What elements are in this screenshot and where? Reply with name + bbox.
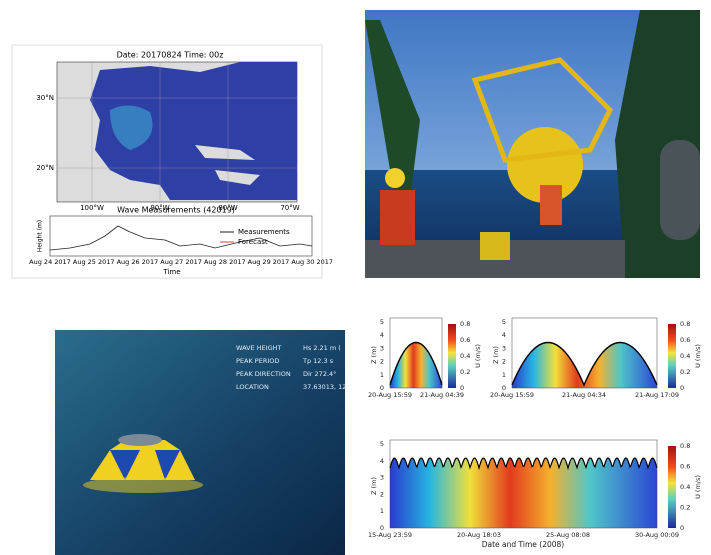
x-tick-label: 20-Aug 15:59 [490,391,534,399]
z-tick-label: 4 [502,331,506,339]
x-tick-label: Aug 28 2017 [204,258,246,266]
lon-label: 70°W [280,204,299,212]
overlay-key: PEAK DIRECTION [236,370,291,378]
z-tick-label: 3 [380,344,384,352]
z-tick-label: 1 [380,507,384,515]
z-tick-label: 3 [502,344,506,352]
z-tick-label: 2 [380,358,384,366]
lat-label: 20°N [36,164,54,172]
color-label: U (m/s) [474,344,482,368]
x-tick-label: Aug 27 2017 [160,258,202,266]
lon-label: 100°W [80,204,104,212]
x-tick-label: Aug 24 2017 [29,258,71,266]
x-tick-label: Aug 29 2017 [248,258,290,266]
legend-label: Forecast [238,238,268,246]
color-tick-label: 0 [680,524,684,532]
color-tick-label: 0.4 [680,352,690,360]
color-tick-label: 0 [680,384,684,392]
x-tick-label: Aug 26 2017 [117,258,159,266]
z-tick-label: 5 [380,318,384,326]
z-label: Z (m) [370,346,378,364]
z-tick-label: 3 [380,474,384,482]
buoy-deployment-photo [365,10,700,278]
color-tick-label: 0.2 [680,504,690,512]
x-tick-label: Aug 30 2017 [291,258,333,266]
overlay-key: WAVE HEIGHT [236,344,282,352]
color-tick-label: 0.4 [460,352,470,360]
overlay-value: Hs 2.21 m ( [303,344,341,352]
overlay-value: Tp 12.3 s [302,357,334,365]
z-label: Z (m) [492,346,500,364]
x-tick-label: 20-Aug 18:03 [457,531,501,539]
overlay-value: Dir 272.4° [303,370,336,378]
collage: Date: 20170824 Time: 00z 30°N20°N100°W90… [0,0,711,555]
x-label: Time [162,268,180,276]
z-tick-label: 2 [502,358,506,366]
overlay-value: 37.63013, 12 [303,383,346,391]
x-tick-label: 21-Aug 17:09 [635,391,679,399]
color-label: U (m/s) [694,344,702,368]
color-tick-label: 0.6 [680,336,690,344]
series-title: Wave Measurements (42019) [117,206,235,215]
z-tick-label: 1 [502,371,506,379]
z-tick-label: 5 [380,440,384,448]
x-tick-label: 21-Aug 04:39 [420,391,464,399]
x-tick-label: Aug 25 2017 [73,258,115,266]
z-tick-label: 4 [380,457,384,465]
color-tick-label: 0.8 [680,320,690,328]
x-tick-label: 20-Aug 15:59 [368,391,412,399]
plot-frame [50,216,312,256]
color-label: U (m/s) [694,475,702,499]
z-label: Z (m) [370,477,378,495]
z-tick-label: 5 [502,318,506,326]
x-tick-label: 21-Aug 04:34 [562,391,606,399]
lat-label: 30°N [36,94,54,102]
overlay-key: LOCATION [236,383,269,391]
x-label: Date and Time (2008) [482,540,565,549]
color-tick-label: 0.6 [460,336,470,344]
color-tick-label: 0.2 [460,368,470,376]
z-tick-label: 2 [380,490,384,498]
x-tick-label: 25-Aug 08:08 [546,531,590,539]
color-tick-label: 0.6 [680,463,690,471]
x-tick-label: 30-Aug 00:09 [635,531,679,539]
color-tick-label: 0.2 [680,368,690,376]
z-tick-label: 4 [380,331,384,339]
y-label: Height (m) [37,220,44,252]
map-title: Date: 20170824 Time: 00z [117,51,224,60]
z-tick-label: 1 [380,371,384,379]
color-tick-label: 0.4 [680,483,690,491]
color-tick-label: 0.8 [460,320,470,328]
legend-label: Measurements [238,228,290,236]
floating-buoy-photo: WAVE HEIGHT Hs 2.21 m ( PEAK PERIOD Tp 12.3… [55,330,346,555]
overlay-key: PEAK PERIOD [236,357,279,365]
x-tick-label: 15-Aug 23:59 [368,531,412,539]
color-tick-label: 0.8 [680,442,690,450]
